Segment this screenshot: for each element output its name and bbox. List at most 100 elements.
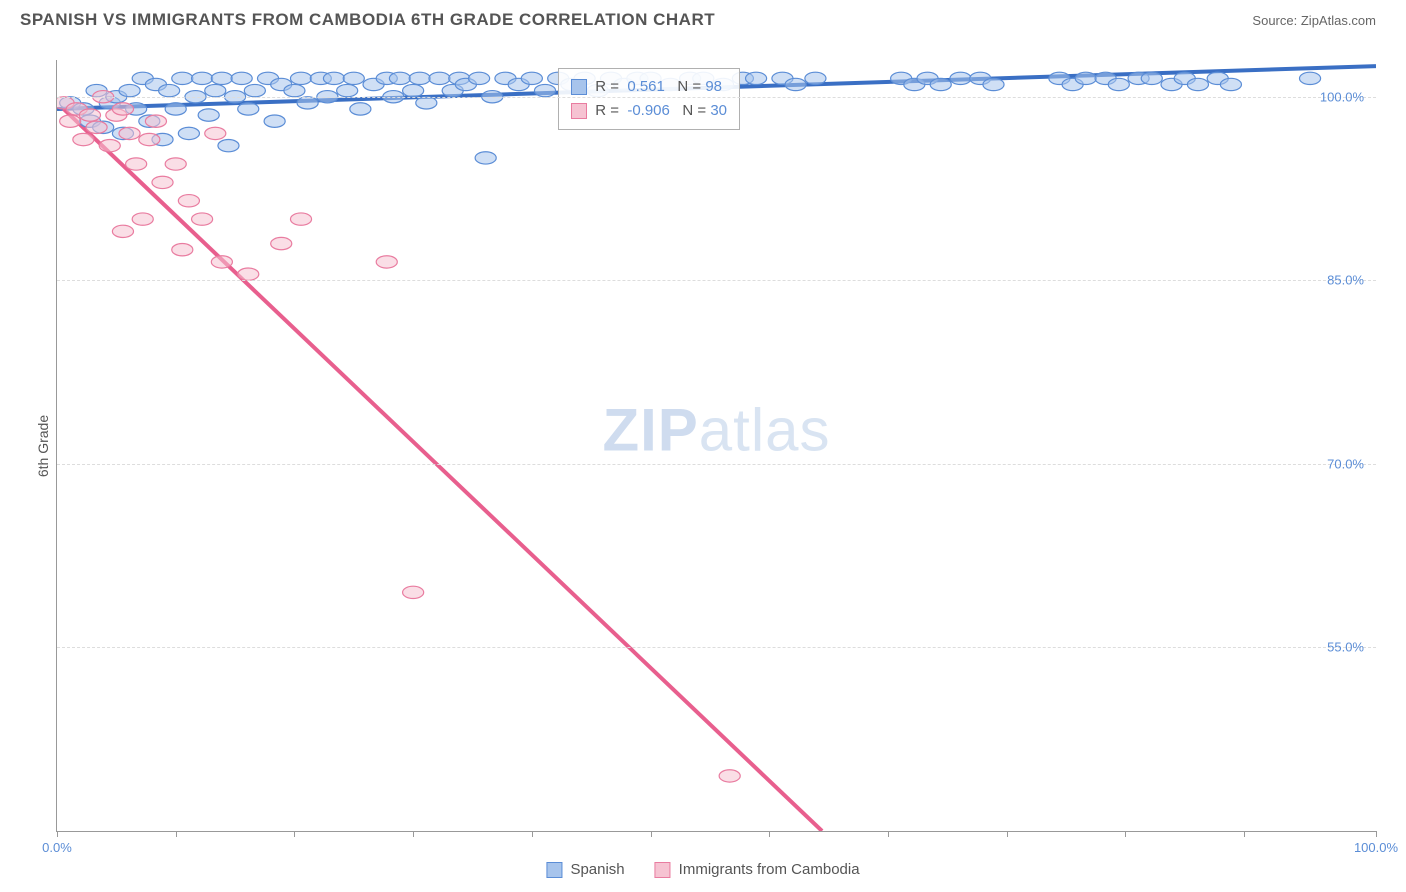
data-point <box>264 115 285 127</box>
y-tick-label: 70.0% <box>1327 456 1364 471</box>
data-point <box>132 213 153 225</box>
chart-source: Source: ZipAtlas.com <box>1252 13 1376 28</box>
data-point <box>205 84 226 96</box>
x-tick <box>1007 831 1008 837</box>
data-point <box>1299 72 1320 84</box>
data-point <box>805 72 826 84</box>
legend-label: Immigrants from Cambodia <box>679 861 860 878</box>
data-point <box>343 72 364 84</box>
x-tick <box>294 831 295 837</box>
data-point <box>983 78 1004 90</box>
data-point <box>475 152 496 164</box>
data-point <box>165 158 186 170</box>
data-point <box>178 127 199 139</box>
data-point <box>244 84 265 96</box>
x-tick <box>769 831 770 837</box>
stats-row: R = 0.561 N = 98 <box>571 75 727 99</box>
gridline <box>57 280 1376 281</box>
data-point <box>238 103 259 115</box>
data-point <box>112 103 133 115</box>
data-point <box>205 127 226 139</box>
x-tick <box>651 831 652 837</box>
x-tick-label: 0.0% <box>42 840 72 855</box>
data-point <box>521 72 542 84</box>
data-point <box>350 103 371 115</box>
legend-item: Immigrants from Cambodia <box>655 861 860 878</box>
data-point <box>119 127 140 139</box>
x-tick <box>57 831 58 837</box>
data-point <box>534 84 555 96</box>
x-tick <box>176 831 177 837</box>
data-point <box>416 97 437 109</box>
stat-text: R = 0.561 N = 98 <box>595 75 722 99</box>
bottom-legend: Spanish Immigrants from Cambodia <box>546 861 859 878</box>
data-point <box>231 72 252 84</box>
data-point <box>159 84 180 96</box>
data-point <box>198 109 219 121</box>
series-swatch <box>571 79 587 95</box>
stats-box: R = 0.561 N = 98R = -0.906 N = 30 <box>558 68 740 130</box>
data-point <box>271 237 292 249</box>
data-point <box>79 109 100 121</box>
gridline <box>57 97 1376 98</box>
data-point <box>119 84 140 96</box>
gridline <box>57 464 1376 465</box>
gridline <box>57 647 1376 648</box>
x-tick <box>1125 831 1126 837</box>
legend-item: Spanish <box>546 861 624 878</box>
x-tick <box>413 831 414 837</box>
stats-row: R = -0.906 N = 30 <box>571 99 727 123</box>
data-point <box>99 139 120 151</box>
data-point <box>218 139 239 151</box>
x-tick <box>1376 831 1377 837</box>
data-point <box>389 72 410 84</box>
data-point <box>73 133 94 145</box>
data-point <box>192 72 213 84</box>
chart-title: SPANISH VS IMMIGRANTS FROM CAMBODIA 6TH … <box>20 10 715 30</box>
data-point <box>337 84 358 96</box>
data-point <box>403 586 424 598</box>
data-point <box>126 158 147 170</box>
data-point <box>1220 78 1241 90</box>
stat-text: R = -0.906 N = 30 <box>595 99 727 123</box>
source-value: ZipAtlas.com <box>1301 13 1376 28</box>
data-point <box>139 133 160 145</box>
data-point <box>178 195 199 207</box>
x-tick <box>532 831 533 837</box>
source-label: Source: <box>1252 13 1297 28</box>
data-point <box>1075 72 1096 84</box>
y-tick-label: 85.0% <box>1327 273 1364 288</box>
data-point <box>930 78 951 90</box>
x-tick <box>1244 831 1245 837</box>
data-point <box>719 770 740 782</box>
data-point <box>211 256 232 268</box>
data-point <box>290 72 311 84</box>
data-point <box>376 256 397 268</box>
chart-svg <box>57 60 1376 831</box>
data-point <box>172 244 193 256</box>
legend-label: Spanish <box>570 861 624 878</box>
data-point <box>409 72 430 84</box>
chart-header: SPANISH VS IMMIGRANTS FROM CAMBODIA 6TH … <box>0 0 1406 40</box>
data-point <box>60 115 81 127</box>
data-point <box>152 176 173 188</box>
data-point <box>165 103 186 115</box>
plot-area: ZIPatlas R = 0.561 N = 98R = -0.906 N = … <box>56 60 1376 832</box>
data-point <box>785 78 806 90</box>
plot-wrap: ZIPatlas R = 0.561 N = 98R = -0.906 N = … <box>56 60 1376 832</box>
data-point <box>950 72 971 84</box>
data-point <box>403 84 424 96</box>
data-point <box>192 213 213 225</box>
data-point <box>238 268 259 280</box>
data-point <box>112 225 133 237</box>
data-point <box>86 121 107 133</box>
data-point <box>469 72 490 84</box>
data-point <box>211 72 232 84</box>
y-tick-label: 55.0% <box>1327 640 1364 655</box>
data-point <box>284 84 305 96</box>
data-point <box>746 72 767 84</box>
data-point <box>323 72 344 84</box>
data-point <box>290 213 311 225</box>
y-tick-label: 100.0% <box>1320 89 1364 104</box>
y-axis-label: 6th Grade <box>35 415 51 477</box>
